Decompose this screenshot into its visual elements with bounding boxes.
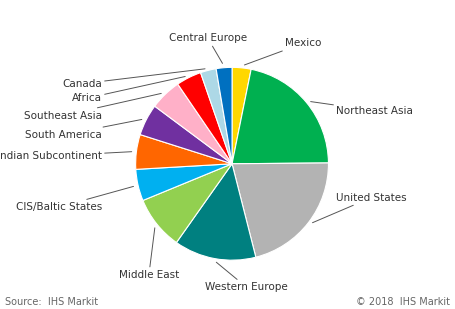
Wedge shape: [232, 163, 329, 257]
Text: Northeast Asia: Northeast Asia: [311, 102, 413, 116]
Wedge shape: [232, 69, 329, 164]
Text: Source:  IHS Markit: Source: IHS Markit: [5, 298, 98, 307]
Wedge shape: [136, 135, 232, 169]
Wedge shape: [136, 164, 232, 201]
Wedge shape: [201, 69, 232, 164]
Text: Central Europe: Central Europe: [169, 33, 247, 63]
Text: Canada: Canada: [62, 69, 205, 89]
Text: Western Europe: Western Europe: [205, 262, 288, 292]
Text: World consumption  of crude petroleum—2017: World consumption of crude petroleum—201…: [5, 15, 390, 30]
Wedge shape: [140, 106, 232, 164]
Text: United States: United States: [313, 193, 407, 223]
Wedge shape: [216, 67, 232, 164]
Text: Africa: Africa: [72, 77, 185, 103]
Wedge shape: [143, 164, 232, 243]
Text: Middle East: Middle East: [119, 228, 179, 280]
Text: Indian Subcontinent: Indian Subcontinent: [0, 151, 131, 161]
Text: © 2018  IHS Markit: © 2018 IHS Markit: [356, 298, 450, 307]
Text: Southeast Asia: Southeast Asia: [24, 93, 161, 121]
Text: South America: South America: [25, 120, 142, 140]
Wedge shape: [178, 73, 232, 164]
Text: Mexico: Mexico: [244, 38, 321, 65]
Wedge shape: [155, 84, 232, 164]
Text: CIS/Baltic States: CIS/Baltic States: [15, 186, 133, 212]
Wedge shape: [232, 67, 251, 164]
Wedge shape: [177, 164, 256, 260]
